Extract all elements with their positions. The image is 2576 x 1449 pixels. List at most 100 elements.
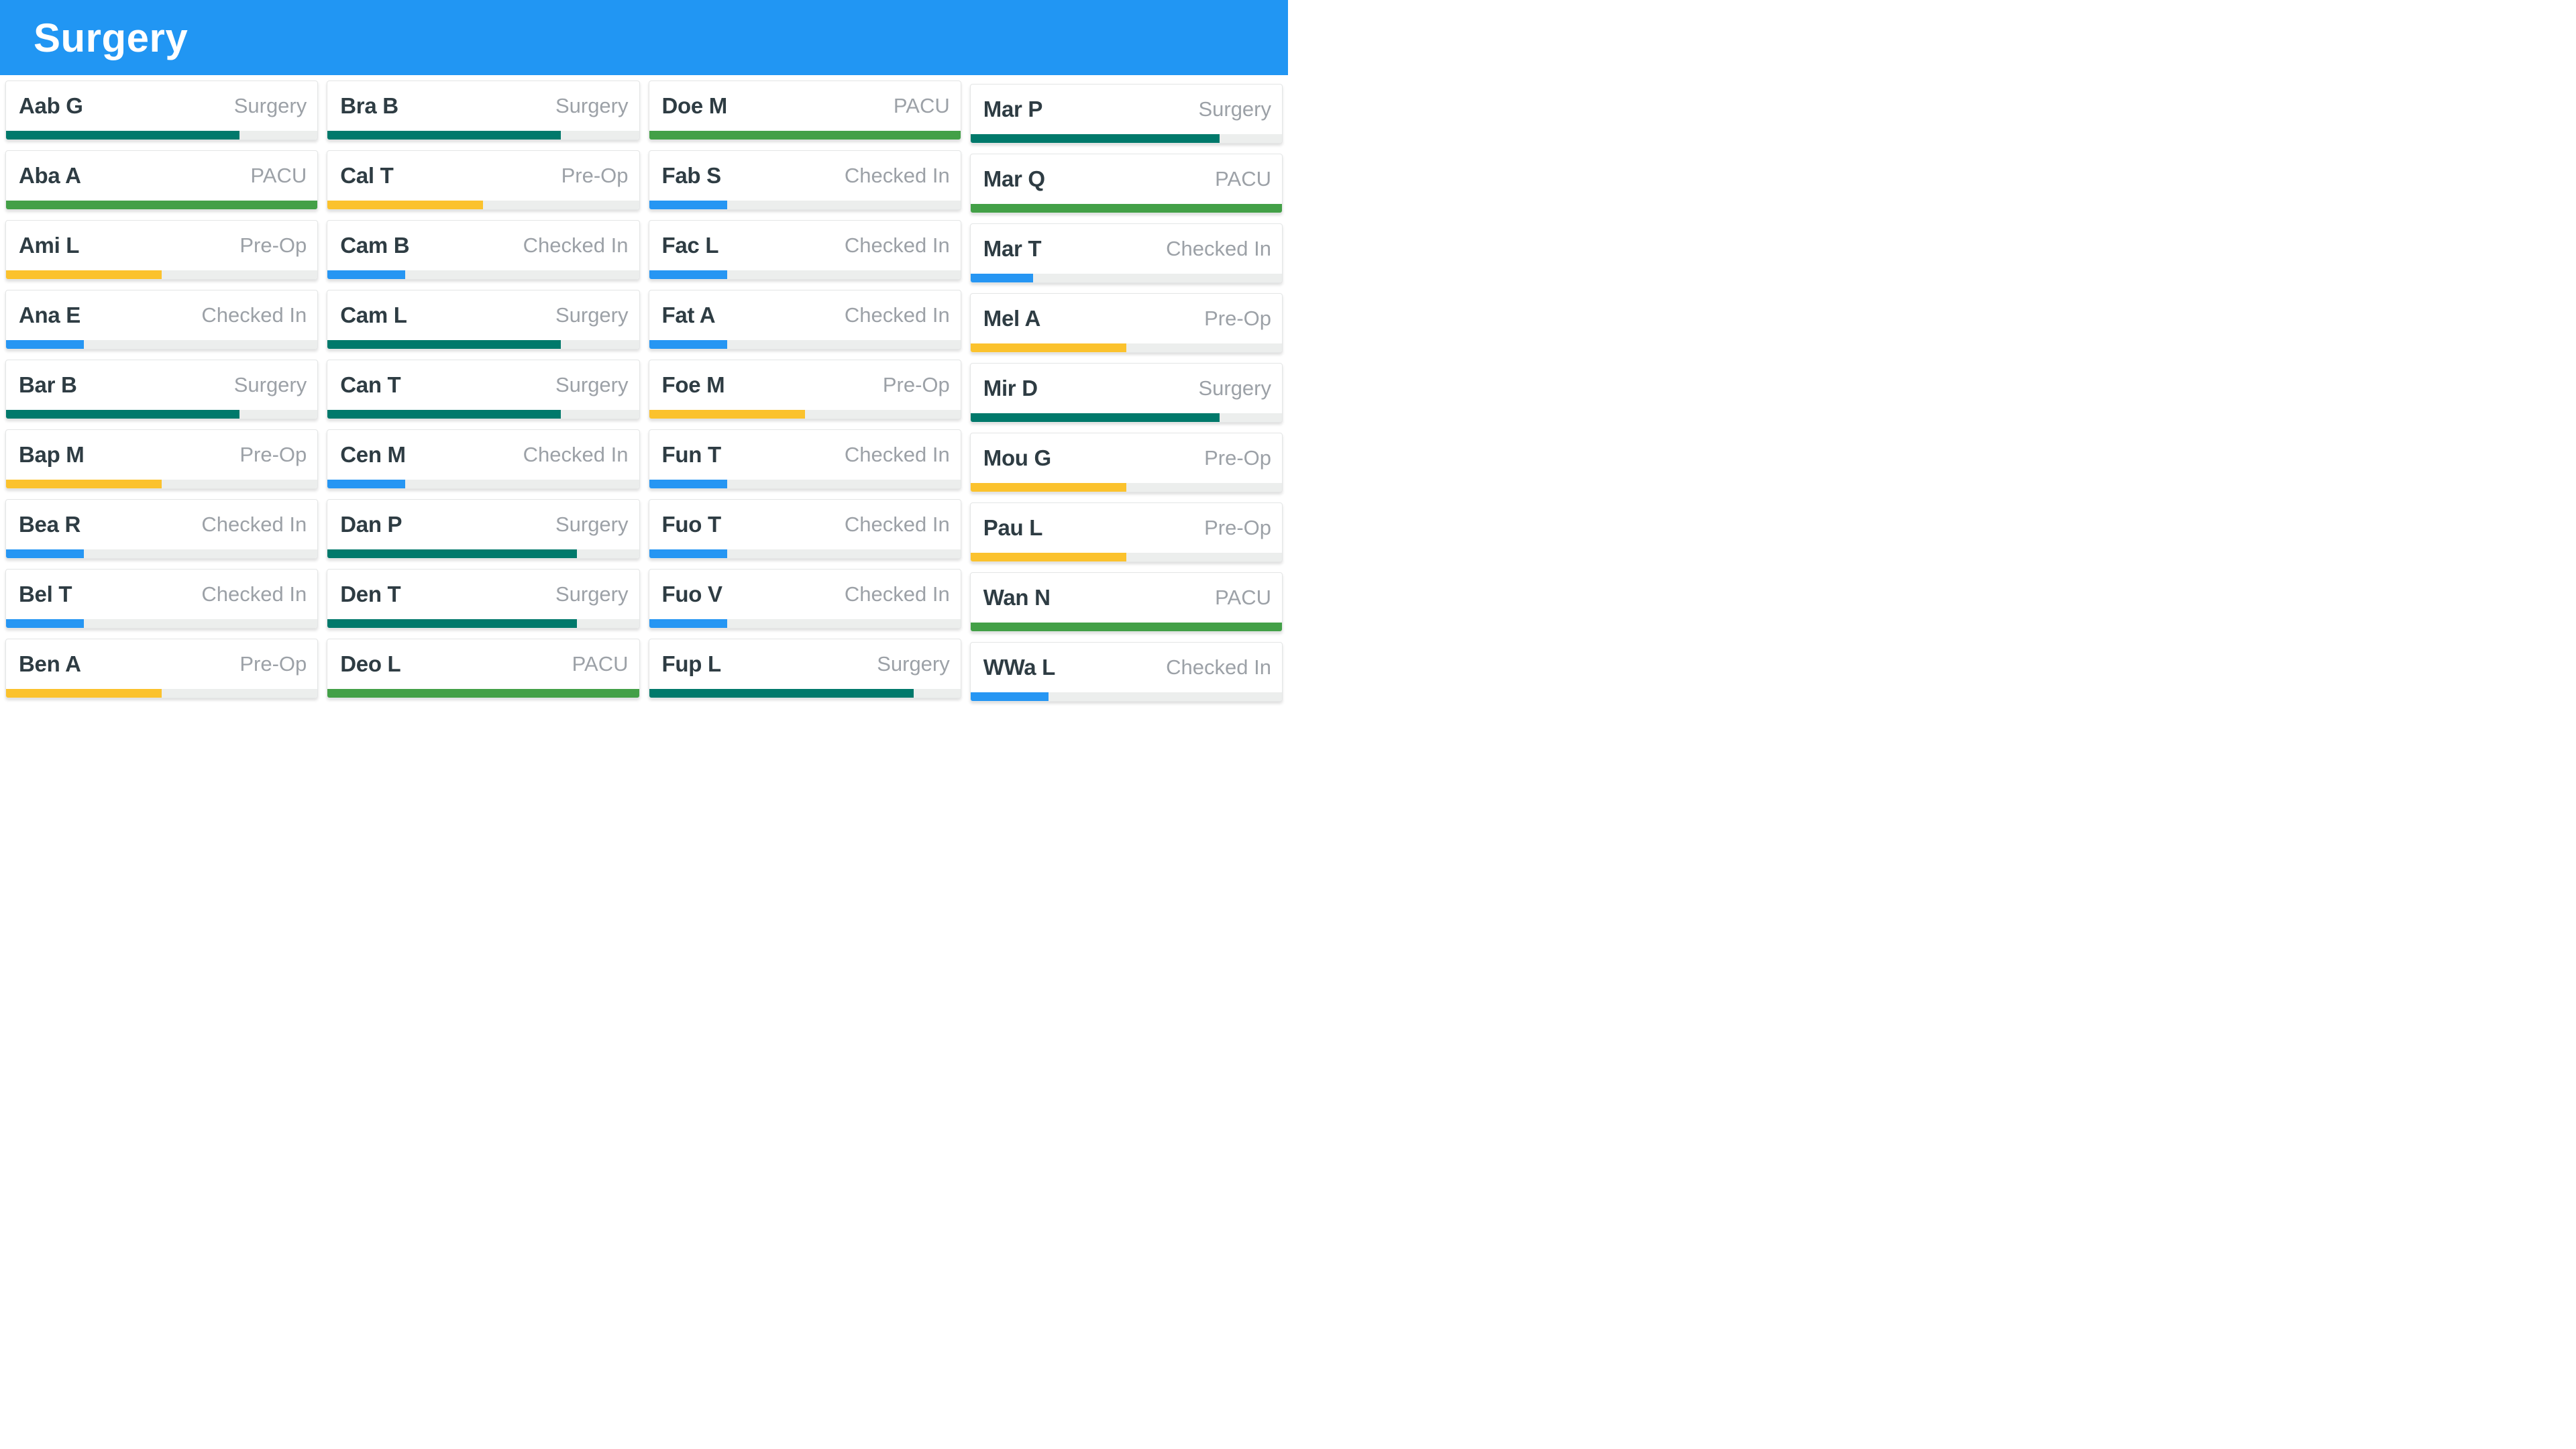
progress-track bbox=[327, 410, 639, 419]
patient-name: Dan P bbox=[340, 512, 402, 537]
patient-card[interactable]: Fac L Checked In bbox=[648, 220, 961, 280]
progress-track bbox=[6, 270, 318, 279]
patient-card[interactable]: Fup L Surgery bbox=[648, 639, 961, 698]
progress-track bbox=[970, 553, 1282, 561]
patient-card[interactable]: Aab G Surgery bbox=[5, 80, 319, 140]
patient-card[interactable]: Bea R Checked In bbox=[5, 499, 319, 559]
patient-status-label: PACU bbox=[572, 652, 629, 676]
patient-card[interactable]: Bap M Pre-Op bbox=[5, 429, 319, 489]
board-column: Aab G Surgery Aba A PACU Ami L Pre-Op An… bbox=[5, 80, 319, 698]
patient-card-row: Bea R Checked In bbox=[6, 500, 317, 549]
patient-card[interactable]: Ben A Pre-Op bbox=[5, 639, 319, 698]
progress-track bbox=[327, 201, 639, 209]
patient-name: Fuo T bbox=[661, 512, 722, 537]
patient-card[interactable]: Mar Q PACU bbox=[969, 154, 1283, 213]
patient-card-row: Fat A Checked In bbox=[649, 290, 961, 340]
patient-card[interactable]: Bar B Surgery bbox=[5, 360, 319, 419]
progress-fill bbox=[6, 270, 162, 279]
patient-status-label: Surgery bbox=[233, 94, 307, 117]
patient-status-label: Checked In bbox=[844, 513, 950, 536]
board-column: Doe M PACU Fab S Checked In Fac L Checke… bbox=[648, 80, 961, 698]
progress-track bbox=[649, 619, 961, 628]
progress-track bbox=[327, 619, 639, 628]
patient-card[interactable]: Bra B Surgery bbox=[327, 80, 640, 140]
patient-name: Wan N bbox=[983, 585, 1051, 610]
patient-status-label: Checked In bbox=[844, 233, 950, 257]
progress-track bbox=[327, 270, 639, 279]
patient-card[interactable]: Dan P Surgery bbox=[327, 499, 640, 559]
patient-card[interactable]: Pau L Pre-Op bbox=[969, 502, 1283, 562]
patient-card[interactable]: Den T Surgery bbox=[327, 569, 640, 629]
progress-fill bbox=[6, 689, 162, 698]
patient-name: Fab S bbox=[661, 163, 722, 188]
patient-card-row: Bar B Surgery bbox=[6, 360, 317, 410]
patient-card[interactable]: Mel A Pre-Op bbox=[969, 293, 1283, 353]
patient-card[interactable]: Cam L Surgery bbox=[327, 290, 640, 350]
patient-card-row: Cen M Checked In bbox=[327, 430, 639, 480]
patient-card-row: Can T Surgery bbox=[327, 360, 639, 410]
progress-fill bbox=[649, 340, 727, 349]
patient-status-label: Surgery bbox=[233, 373, 307, 396]
patient-name: Doe M bbox=[661, 93, 728, 118]
progress-fill bbox=[970, 343, 1126, 352]
patient-card[interactable]: Fab S Checked In bbox=[648, 150, 961, 210]
patient-card[interactable]: Foe M Pre-Op bbox=[648, 360, 961, 419]
patient-card-row: Mar Q PACU bbox=[971, 154, 1282, 204]
patient-status-label: Surgery bbox=[555, 513, 629, 536]
patient-card-row: Bap M Pre-Op bbox=[6, 430, 317, 480]
patient-card[interactable]: Mir D Surgery bbox=[969, 363, 1283, 423]
patient-card-row: Mar P Surgery bbox=[971, 85, 1282, 134]
patient-card[interactable]: Fuo T Checked In bbox=[648, 499, 961, 559]
progress-track bbox=[970, 134, 1282, 143]
progress-fill bbox=[649, 689, 914, 698]
progress-fill bbox=[327, 689, 639, 698]
progress-track bbox=[649, 549, 961, 558]
patient-name: Mir D bbox=[983, 376, 1038, 400]
patient-board: Aab G Surgery Aba A PACU Ami L Pre-Op An… bbox=[0, 75, 1288, 702]
patient-card[interactable]: Wan N PACU bbox=[969, 572, 1283, 632]
patient-card[interactable]: Fat A Checked In bbox=[648, 290, 961, 350]
patient-name: Ben A bbox=[19, 651, 81, 676]
patient-name: Mar T bbox=[983, 236, 1042, 261]
patient-card[interactable]: WWa L Checked In bbox=[969, 642, 1283, 702]
patient-name: Mar Q bbox=[983, 166, 1045, 191]
patient-name: Bra B bbox=[340, 93, 398, 118]
patient-status-label: Checked In bbox=[844, 303, 950, 327]
patient-card[interactable]: Aba A PACU bbox=[5, 150, 319, 210]
patient-card[interactable]: Doe M PACU bbox=[648, 80, 961, 140]
patient-name: Mel A bbox=[983, 306, 1041, 331]
patient-card[interactable]: Cal T Pre-Op bbox=[327, 150, 640, 210]
patient-card[interactable]: Mou G Pre-Op bbox=[969, 433, 1283, 492]
patient-card[interactable]: Bel T Checked In bbox=[5, 569, 319, 629]
patient-name: Fup L bbox=[661, 651, 722, 676]
patient-name: Deo L bbox=[340, 651, 401, 676]
patient-status-label: Pre-Op bbox=[561, 164, 629, 187]
patient-card[interactable]: Ami L Pre-Op bbox=[5, 220, 319, 280]
patient-card[interactable]: Deo L PACU bbox=[327, 639, 640, 698]
progress-fill bbox=[649, 410, 805, 419]
patient-name: Ana E bbox=[19, 303, 81, 327]
patient-card[interactable]: Ana E Checked In bbox=[5, 290, 319, 350]
patient-card[interactable]: Mar T Checked In bbox=[969, 223, 1283, 283]
patient-status-label: Checked In bbox=[844, 164, 950, 187]
patient-name: Ami L bbox=[19, 233, 80, 258]
patient-card-row: Fab S Checked In bbox=[649, 151, 961, 201]
patient-card[interactable]: Cen M Checked In bbox=[327, 429, 640, 489]
patient-card[interactable]: Can T Surgery bbox=[327, 360, 640, 419]
patient-card[interactable]: Fuo V Checked In bbox=[648, 569, 961, 629]
progress-fill bbox=[970, 553, 1126, 561]
patient-card[interactable]: Mar P Surgery bbox=[969, 84, 1283, 144]
patient-card-row: Mir D Surgery bbox=[971, 364, 1282, 413]
patient-card[interactable]: Fun T Checked In bbox=[648, 429, 961, 489]
patient-name: Mou G bbox=[983, 445, 1051, 470]
patient-status-label: Pre-Op bbox=[239, 652, 307, 676]
patient-status-label: Surgery bbox=[555, 94, 629, 117]
patient-name: Bap M bbox=[19, 442, 85, 467]
patient-card[interactable]: Cam B Checked In bbox=[327, 220, 640, 280]
patient-status-label: Surgery bbox=[555, 582, 629, 606]
patient-status-label: Surgery bbox=[1198, 376, 1271, 400]
patient-status-label: Checked In bbox=[844, 582, 950, 606]
progress-fill bbox=[327, 340, 561, 349]
progress-track bbox=[649, 480, 961, 488]
patient-card-row: Cal T Pre-Op bbox=[327, 151, 639, 201]
